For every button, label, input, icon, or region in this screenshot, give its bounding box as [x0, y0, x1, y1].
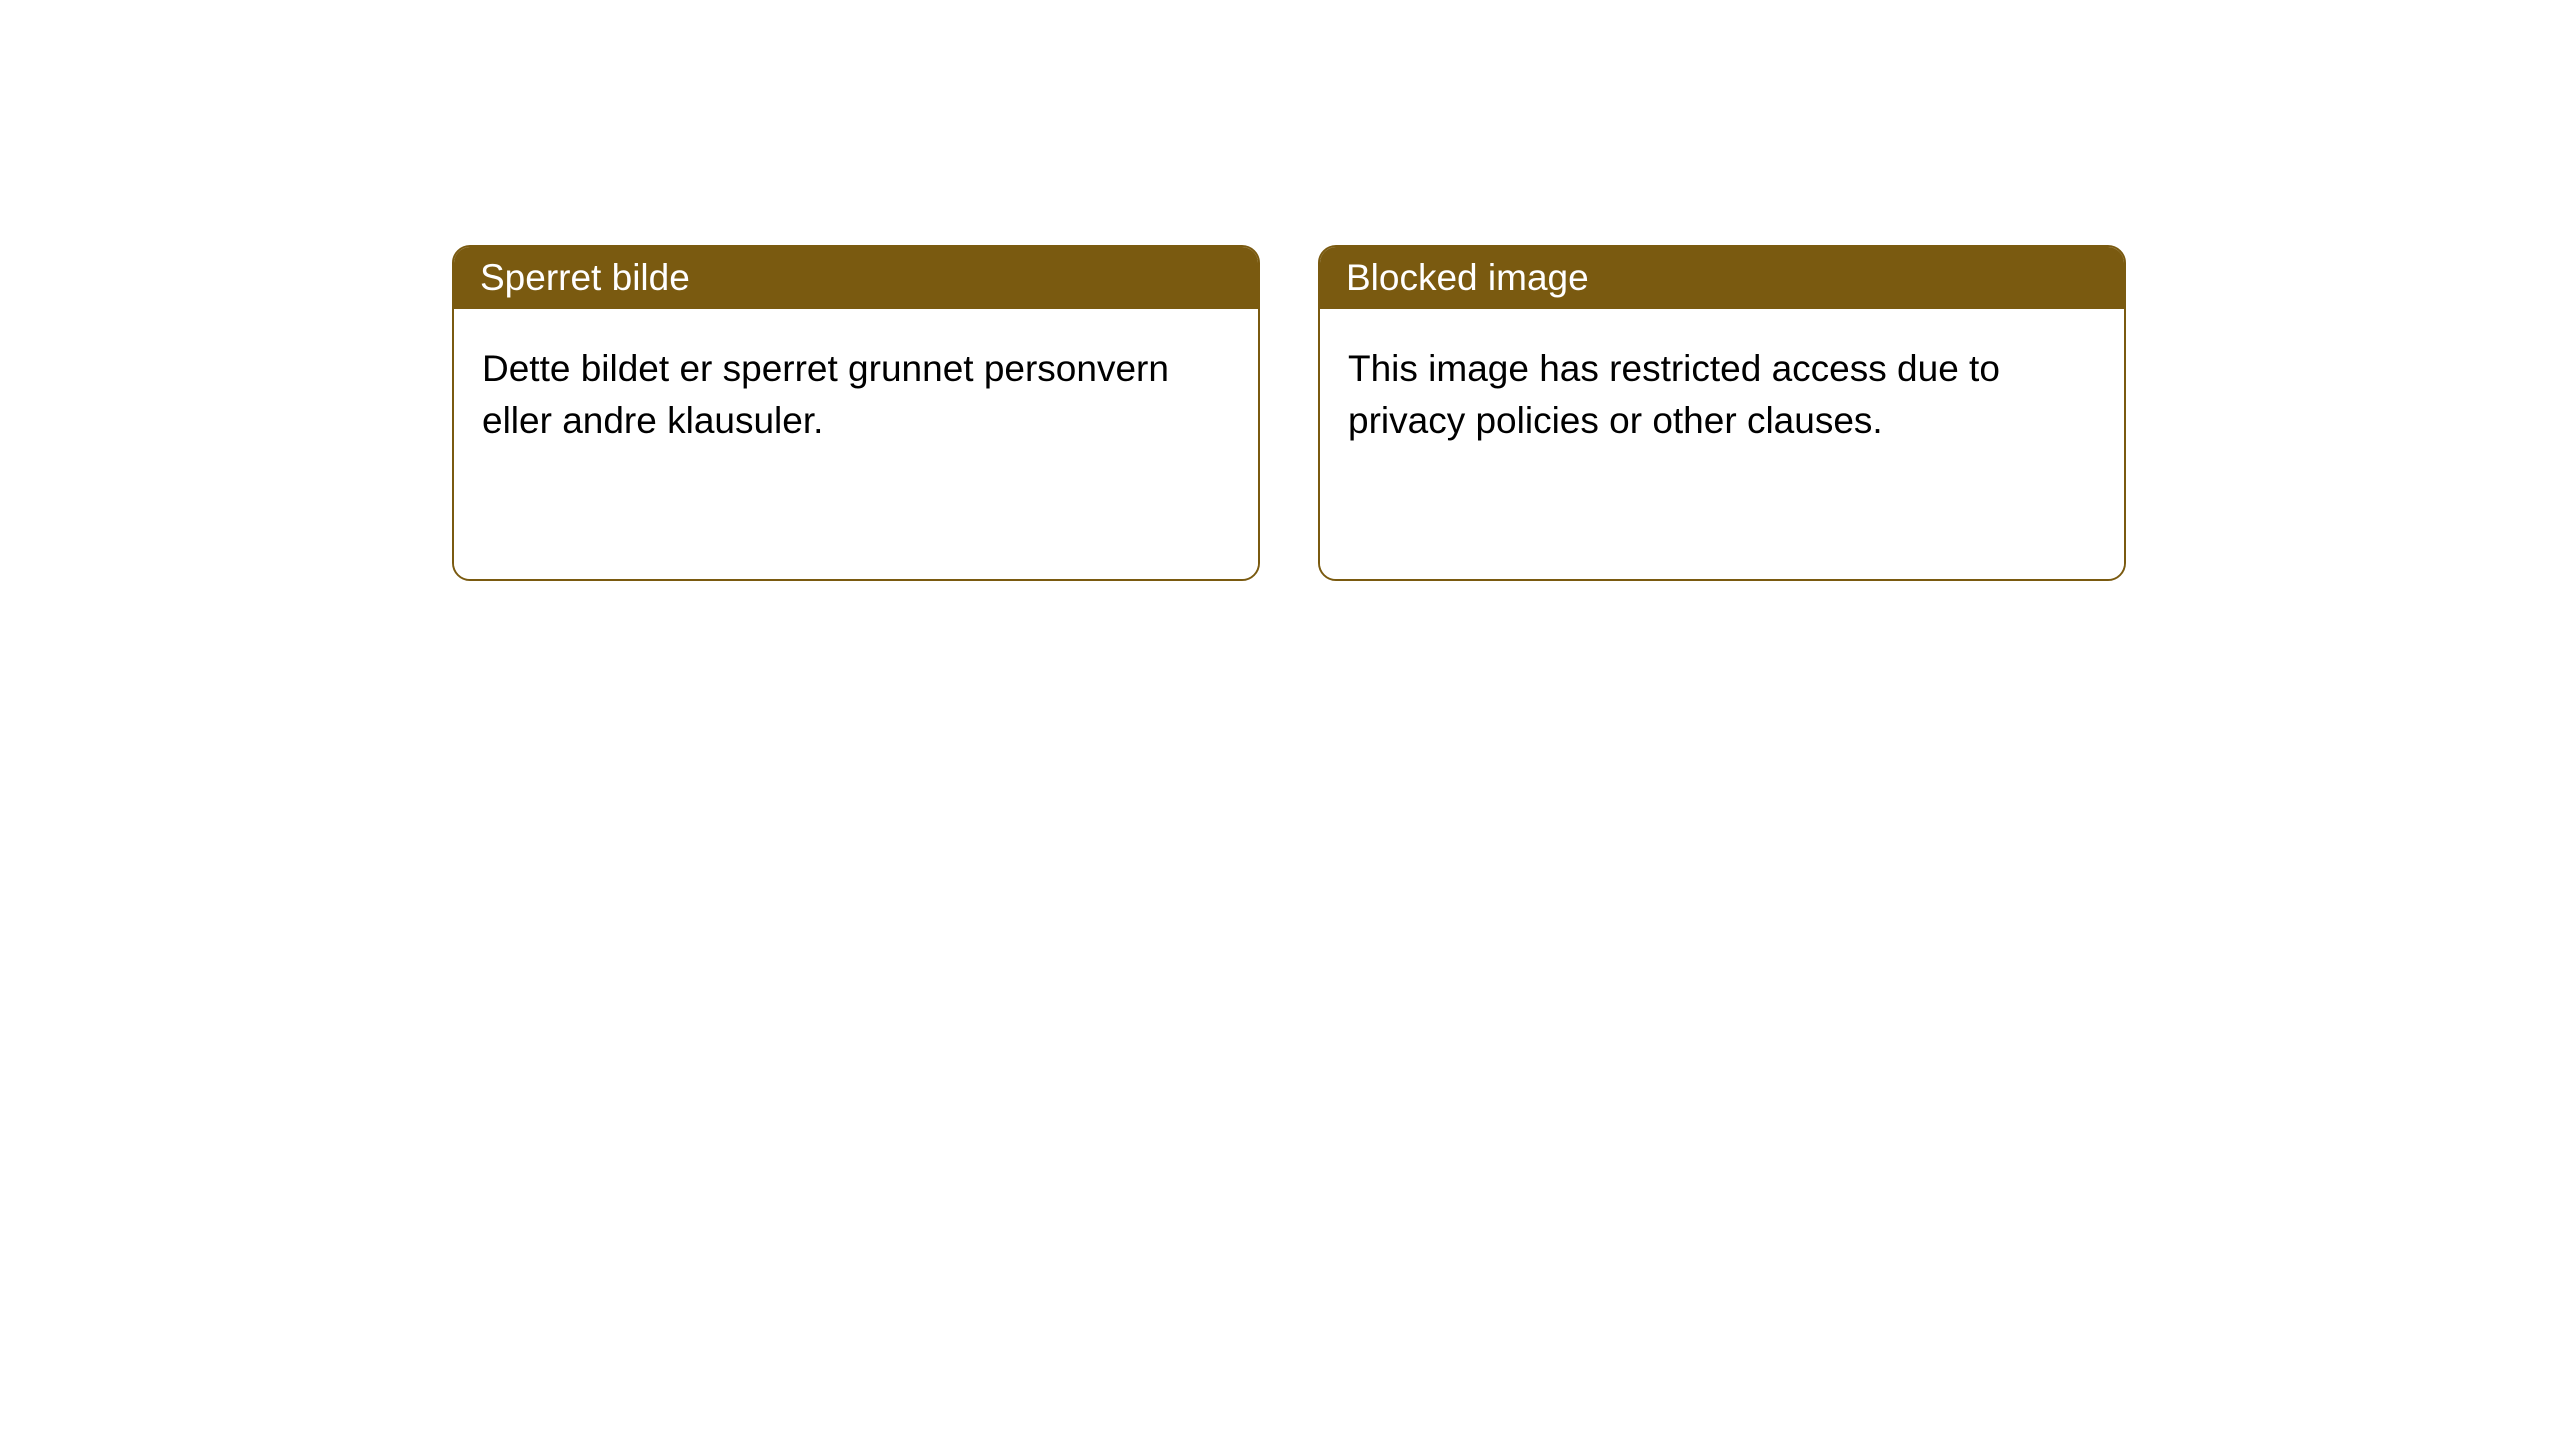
notice-body-en: This image has restricted access due to … — [1320, 309, 2124, 579]
notice-body-no: Dette bildet er sperret grunnet personve… — [454, 309, 1258, 579]
notice-header-no: Sperret bilde — [454, 247, 1258, 309]
notice-header-en: Blocked image — [1320, 247, 2124, 309]
notice-box-en: Blocked image This image has restricted … — [1318, 245, 2126, 581]
notice-container: Sperret bilde Dette bildet er sperret gr… — [0, 0, 2560, 581]
notice-box-no: Sperret bilde Dette bildet er sperret gr… — [452, 245, 1260, 581]
